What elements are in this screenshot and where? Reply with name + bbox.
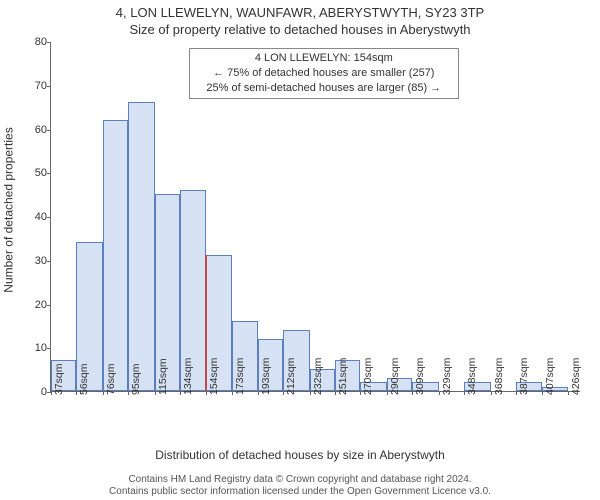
x-tick-mark — [155, 391, 156, 395]
x-tick-mark — [180, 391, 181, 395]
chart-root: 4, LON LLEWELYN, WAUNFAWR, ABERYSTWYTH, … — [0, 0, 600, 500]
y-tick-label: 30 — [25, 256, 51, 266]
y-tick-label: 20 — [25, 300, 51, 310]
plot-area: 0102030405060708037sqm56sqm76sqm95sqm115… — [50, 42, 580, 392]
x-tick-mark — [51, 391, 52, 395]
x-tick-label: 56sqm — [78, 363, 90, 395]
x-tick-mark — [516, 391, 517, 395]
x-tick-label: 232sqm — [312, 358, 324, 395]
x-tick-mark — [232, 391, 233, 395]
x-tick-label: 368sqm — [493, 358, 505, 395]
x-tick-label: 95sqm — [130, 363, 142, 395]
footer-attribution: Contains HM Land Registry data © Crown c… — [0, 474, 600, 498]
x-tick-mark — [464, 391, 465, 395]
x-tick-label: 426sqm — [570, 358, 582, 395]
x-tick-label: 309sqm — [414, 358, 426, 395]
x-tick-label: 251sqm — [337, 358, 349, 395]
x-tick-label: 76sqm — [105, 363, 117, 395]
x-tick-label: 290sqm — [389, 358, 401, 395]
x-tick-label: 407sqm — [544, 358, 556, 395]
chart-title-main: 4, LON LLEWELYN, WAUNFAWR, ABERYSTWYTH, … — [0, 5, 600, 20]
footer-line-2: Contains public sector information licen… — [0, 486, 600, 498]
annotation-line-2: ← 75% of detached houses are smaller (25… — [194, 66, 454, 81]
histogram-bar — [128, 102, 155, 391]
x-axis-label: Distribution of detached houses by size … — [0, 448, 600, 462]
y-tick-label: 50 — [25, 168, 51, 178]
x-tick-mark — [103, 391, 104, 395]
y-tick-label: 60 — [25, 125, 51, 135]
x-tick-label: 134sqm — [182, 358, 194, 395]
annotation-box: 4 LON LLEWELYN: 154sqm← 75% of detached … — [189, 48, 459, 99]
y-tick-label: 70 — [25, 81, 51, 91]
annotation-line-3: 25% of semi-detached houses are larger (… — [194, 81, 454, 96]
x-tick-label: 193sqm — [260, 358, 272, 395]
y-axis-label-text: Number of detached properties — [2, 127, 16, 292]
x-tick-mark — [439, 391, 440, 395]
x-tick-label: 115sqm — [157, 358, 169, 395]
chart-title-sub: Size of property relative to detached ho… — [0, 22, 600, 37]
x-tick-label: 173sqm — [234, 358, 246, 395]
x-tick-mark — [491, 391, 492, 395]
annotation-line-1: 4 LON LLEWELYN: 154sqm — [194, 51, 454, 66]
x-tick-mark — [310, 391, 311, 395]
x-tick-label: 329sqm — [441, 358, 453, 395]
x-tick-label: 348sqm — [466, 358, 478, 395]
histogram-bar — [103, 120, 128, 391]
x-tick-mark — [387, 391, 388, 395]
x-tick-mark — [128, 391, 129, 395]
footer-line-1: Contains HM Land Registry data © Crown c… — [0, 474, 600, 486]
y-axis-label: Number of detached properties — [2, 0, 16, 420]
y-tick-label: 10 — [25, 343, 51, 353]
y-tick-label: 80 — [25, 37, 51, 47]
x-tick-mark — [568, 391, 569, 395]
x-tick-label: 387sqm — [518, 358, 530, 395]
y-tick-label: 0 — [25, 387, 51, 397]
x-tick-label: 154sqm — [208, 358, 220, 395]
y-tick-label: 40 — [25, 212, 51, 222]
x-tick-label: 212sqm — [285, 358, 297, 395]
x-tick-label: 270sqm — [362, 358, 374, 395]
x-tick-label: 37sqm — [53, 363, 65, 395]
